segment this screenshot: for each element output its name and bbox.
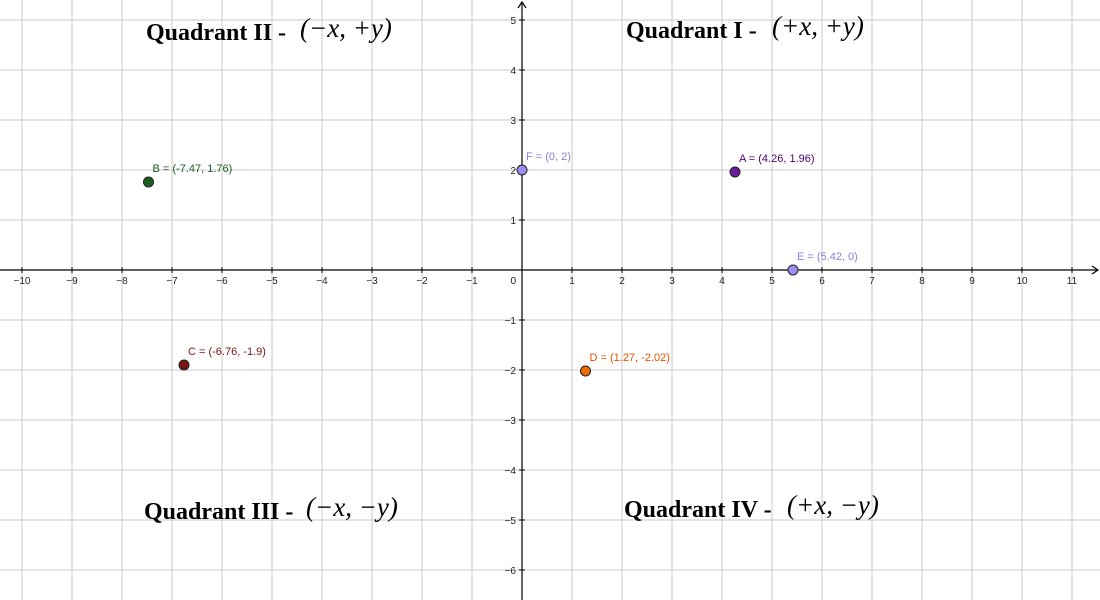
x-tick-label: −9 [66,276,78,287]
y-tick-label: −4 [505,466,517,477]
point-c-marker[interactable] [178,359,190,371]
quadrant-1-formula: (+x, +y) [772,11,864,41]
point-e-marker[interactable] [787,264,799,276]
x-tick-label: 3 [669,276,675,287]
quadrant-2-formula: (−x, +y) [300,13,392,43]
x-tick-label: 7 [869,276,875,287]
x-tick-label: 10 [1016,276,1028,287]
point-a-marker[interactable] [729,166,741,178]
point-f-marker[interactable] [516,164,528,176]
y-tick-label: 5 [510,16,516,27]
y-tick-label: 2 [510,166,516,177]
y-tick-label: −2 [505,366,517,377]
y-tick-label: −6 [505,566,517,577]
y-tick-label: −5 [505,516,517,527]
quadrant-4-title: Quadrant IV - [624,497,772,523]
point-c-label: C = (-6.76, -1.9) [188,346,266,358]
point-b-marker[interactable] [143,176,154,188]
x-tick-label: −4 [316,276,328,287]
point-a[interactable]: A = (4.26, 1.96) [729,153,815,178]
x-tick-label: −1 [466,276,478,287]
point-f[interactable]: F = (0, 2) [516,151,571,176]
origin-label: 0 [510,276,516,287]
point-d-marker[interactable] [580,365,591,377]
quadrant-3-formula: (−x, −y) [306,492,398,522]
x-tick-label: 8 [919,276,925,287]
x-tick-label: −2 [416,276,428,287]
point-e[interactable]: E = (5.42, 0) [787,251,858,276]
point-d-label: D = (1.27, -2.02) [590,352,670,364]
points: A = (4.26, 1.96) B = (-7.47, 1.76) C = (-6… [143,151,858,377]
x-tick-label: 9 [969,276,975,287]
quadrant-2-title: Quadrant II - [146,20,286,46]
quadrant-labels: Quadrant I - (+x, +y) Quadrant II - (−x,… [144,11,879,525]
y-tick-label: 3 [510,116,516,127]
x-tick-label: −8 [116,276,128,287]
y-tick-label: 1 [510,216,516,227]
x-tick-label: −10 [14,276,31,287]
y-axis-arrow [517,0,527,9]
quadrant-4-formula: (+x, −y) [787,490,879,520]
point-a-label: A = (4.26, 1.96) [739,153,815,165]
x-tick-label: 6 [819,276,825,287]
x-tick-label: −3 [366,276,378,287]
point-b[interactable]: B = (-7.47, 1.76) [143,163,233,188]
y-tick-label: −3 [505,416,517,427]
quadrant-3-title: Quadrant III - [144,499,293,525]
tick-labels: −10 −9 −8 −7 −6 −5 −4 −3 −2 −1 1 2 3 4 5 6 7 8 9 10 11−6−5−4… [14,16,1078,577]
x-tick-label: 1 [569,276,575,287]
x-tick-label: −5 [266,276,278,287]
quadrant-1-title: Quadrant I - [626,18,757,44]
x-tick-label: 11 [1067,276,1078,287]
x-tick-label: −7 [166,276,178,287]
point-e-label: E = (5.42, 0) [797,251,858,263]
x-tick-label: 4 [719,276,725,287]
x-tick-label: −6 [216,276,228,287]
point-c[interactable]: C = (-6.76, -1.9) [178,346,266,371]
point-d[interactable]: D = (1.27, -2.02) [580,352,670,377]
x-axis-arrow [1091,265,1100,275]
point-f-label: F = (0, 2) [526,151,571,163]
y-tick-label: 4 [510,66,516,77]
y-tick-label: −1 [505,316,517,327]
point-b-label: B = (-7.47, 1.76) [153,163,233,175]
x-tick-label: 5 [769,276,775,287]
x-tick-label: 2 [619,276,625,287]
